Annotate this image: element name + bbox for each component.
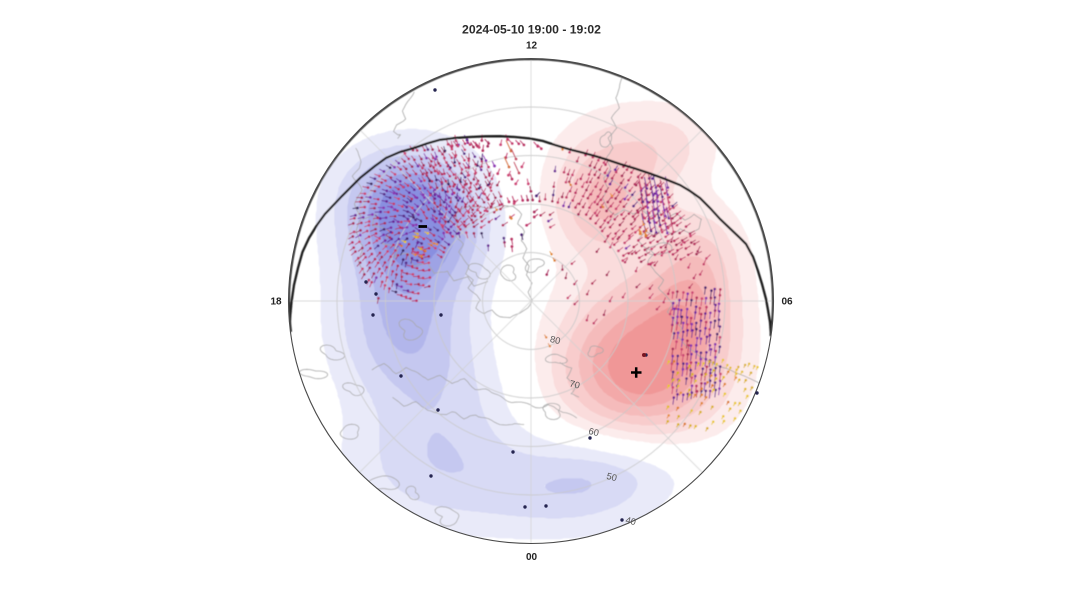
svg-text:60: 60 <box>587 426 599 438</box>
svg-text:70: 70 <box>568 378 580 390</box>
svg-text:50: 50 <box>605 471 617 483</box>
svg-text:00: 00 <box>526 552 538 563</box>
svg-text:12: 12 <box>526 41 538 52</box>
svg-text:18: 18 <box>270 297 282 308</box>
svg-text:06: 06 <box>781 297 793 308</box>
svg-text:2024-05-10 19:00 - 19:02: 2024-05-10 19:00 - 19:02 <box>462 23 601 37</box>
svg-text:80: 80 <box>549 334 561 346</box>
svg-text:40: 40 <box>624 515 636 527</box>
